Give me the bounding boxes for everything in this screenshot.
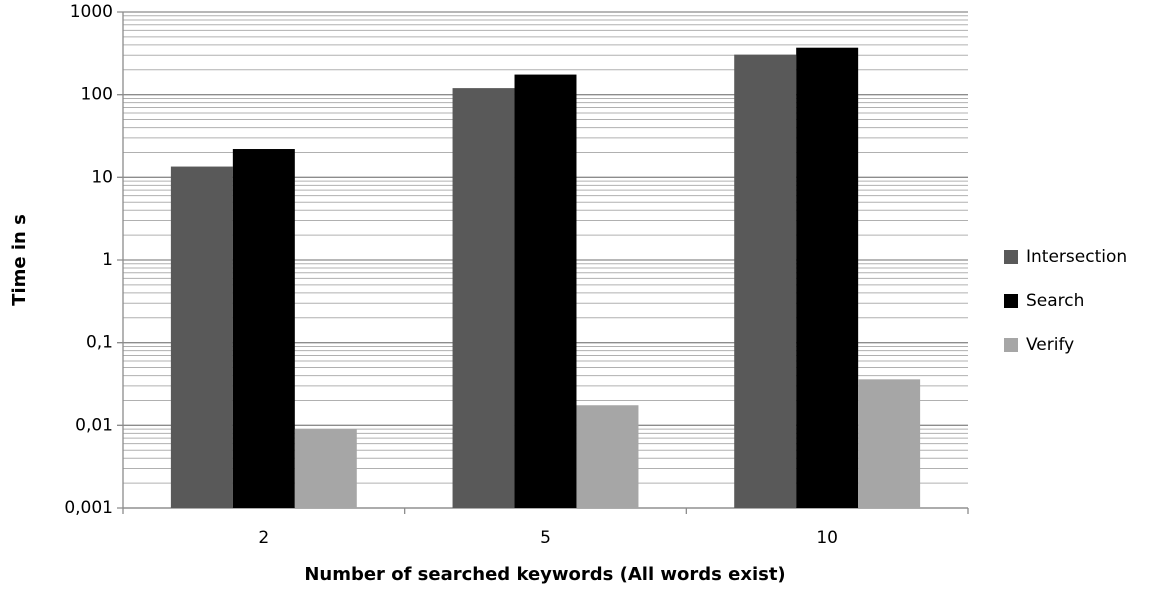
bar	[232, 149, 295, 508]
x-tick-label: 2	[258, 528, 269, 548]
legend-label: Search	[1026, 291, 1084, 311]
bar	[734, 54, 797, 508]
legend-label: Verify	[1026, 335, 1074, 355]
y-tick-label: 0,001	[64, 498, 113, 518]
y-tick-label: 1	[102, 250, 113, 270]
bar	[576, 405, 639, 508]
bar	[452, 88, 515, 508]
y-tick-label: 100	[81, 85, 113, 105]
x-tick-label: 5	[540, 528, 551, 548]
y-tick-label: 0,01	[75, 415, 113, 435]
x-tick-label: 10	[816, 528, 838, 548]
bar	[858, 379, 921, 508]
bar	[514, 74, 577, 508]
y-axis-title: Time in s	[9, 214, 30, 306]
legend-swatch	[1004, 250, 1018, 264]
bar	[796, 47, 859, 509]
legend-label: Intersection	[1026, 247, 1127, 267]
legend-swatch	[1004, 294, 1018, 308]
x-axis-title: Number of searched keywords (All words e…	[304, 564, 785, 585]
bar	[170, 166, 233, 508]
y-tick-label: 10	[91, 167, 113, 187]
bar	[294, 429, 357, 508]
y-tick-label: 0,1	[86, 333, 113, 353]
legend-swatch	[1004, 338, 1018, 352]
y-tick-label: 1000	[70, 2, 113, 22]
